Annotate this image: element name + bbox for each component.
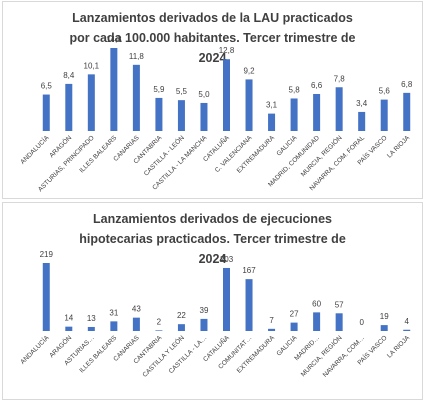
data-label: 0 bbox=[359, 318, 364, 327]
chart-panel: Lanzamientos derivados de la LAU practic… bbox=[2, 1, 423, 199]
data-label: 203 bbox=[220, 255, 234, 264]
data-label: 6,5 bbox=[41, 82, 53, 91]
x-tick-label: NAVARRA, COM… bbox=[322, 334, 366, 378]
data-label: 3,1 bbox=[266, 101, 278, 110]
data-label: 6,8 bbox=[401, 80, 413, 89]
x-tick-label: CASTILLA Y LEÓN bbox=[140, 333, 186, 379]
bar bbox=[380, 325, 388, 331]
bar bbox=[223, 267, 230, 331]
chart-panel: Lanzamientos derivados de ejecuciones hi… bbox=[2, 202, 423, 400]
data-label: 8,4 bbox=[63, 71, 75, 80]
data-label: 22 bbox=[177, 311, 186, 320]
data-label: 3,4 bbox=[356, 99, 368, 108]
data-label: 5,9 bbox=[153, 85, 165, 94]
bar bbox=[313, 312, 321, 331]
data-label: 9,2 bbox=[243, 66, 255, 75]
bar bbox=[200, 102, 208, 131]
data-label: 57 bbox=[335, 300, 344, 309]
bar bbox=[87, 326, 95, 331]
data-label: 14,8 bbox=[106, 35, 122, 44]
bar bbox=[132, 64, 140, 131]
data-label: 4 bbox=[405, 317, 410, 326]
data-label: 5,0 bbox=[198, 90, 210, 99]
x-tick-label: LA RIOJA bbox=[386, 134, 412, 160]
bar bbox=[403, 329, 411, 331]
x-tick-label: CASTILLA - LEÓN bbox=[141, 133, 186, 178]
data-label: 60 bbox=[312, 299, 321, 308]
bar bbox=[335, 87, 343, 131]
data-label: 7,8 bbox=[334, 74, 346, 83]
bar bbox=[155, 330, 163, 331]
bar bbox=[268, 328, 276, 331]
bar bbox=[335, 313, 343, 331]
bar bbox=[380, 99, 388, 131]
bar bbox=[268, 113, 276, 131]
data-label: 10,1 bbox=[84, 61, 100, 70]
x-tick-label: ANDALUCÍA bbox=[18, 333, 51, 366]
x-tick-label: MURCIA, REGIÓN bbox=[298, 333, 343, 378]
chart-title: Lanzamientos derivados de ejecuciones hi… bbox=[79, 212, 346, 266]
bar bbox=[245, 279, 253, 331]
bar bbox=[177, 324, 185, 331]
x-tick-label: ANDALUCÍA bbox=[18, 133, 51, 166]
data-label: 219 bbox=[40, 250, 54, 259]
x-tick-label: MURCIA, REGIÓN bbox=[298, 133, 343, 178]
bar bbox=[155, 97, 163, 131]
bar bbox=[290, 98, 298, 131]
bar bbox=[245, 79, 253, 131]
data-label: 39 bbox=[200, 306, 209, 315]
data-label: 7 bbox=[269, 316, 274, 325]
data-label: 43 bbox=[132, 305, 141, 314]
data-label: 2 bbox=[157, 317, 162, 326]
chart-title: Lanzamientos derivados de la LAU practic… bbox=[69, 11, 356, 65]
data-label: 5,5 bbox=[176, 87, 188, 96]
data-label: 5,6 bbox=[379, 87, 391, 96]
bar bbox=[65, 83, 73, 131]
data-label: 5,8 bbox=[289, 85, 301, 94]
bar bbox=[42, 94, 50, 131]
data-label: 27 bbox=[290, 310, 299, 319]
data-label: 167 bbox=[242, 266, 256, 275]
bar bbox=[65, 326, 73, 331]
data-label: 11,8 bbox=[129, 52, 145, 61]
bar bbox=[313, 93, 321, 131]
bar bbox=[177, 100, 185, 131]
data-label: 12,8 bbox=[219, 46, 235, 55]
bar bbox=[223, 59, 230, 131]
bar bbox=[403, 92, 411, 131]
data-label: 31 bbox=[109, 308, 118, 317]
data-label: 19 bbox=[380, 312, 389, 321]
bar bbox=[200, 318, 208, 331]
bar bbox=[358, 111, 366, 131]
bar bbox=[42, 263, 50, 331]
data-label: 14 bbox=[64, 314, 73, 323]
bar bbox=[110, 321, 118, 331]
bar bbox=[132, 317, 140, 331]
x-tick-label: LA RIOJA bbox=[386, 334, 412, 360]
data-label: 6,6 bbox=[311, 81, 323, 90]
data-label: 13 bbox=[87, 314, 96, 323]
bar bbox=[110, 48, 118, 131]
bar bbox=[87, 74, 95, 131]
bar bbox=[290, 322, 298, 331]
